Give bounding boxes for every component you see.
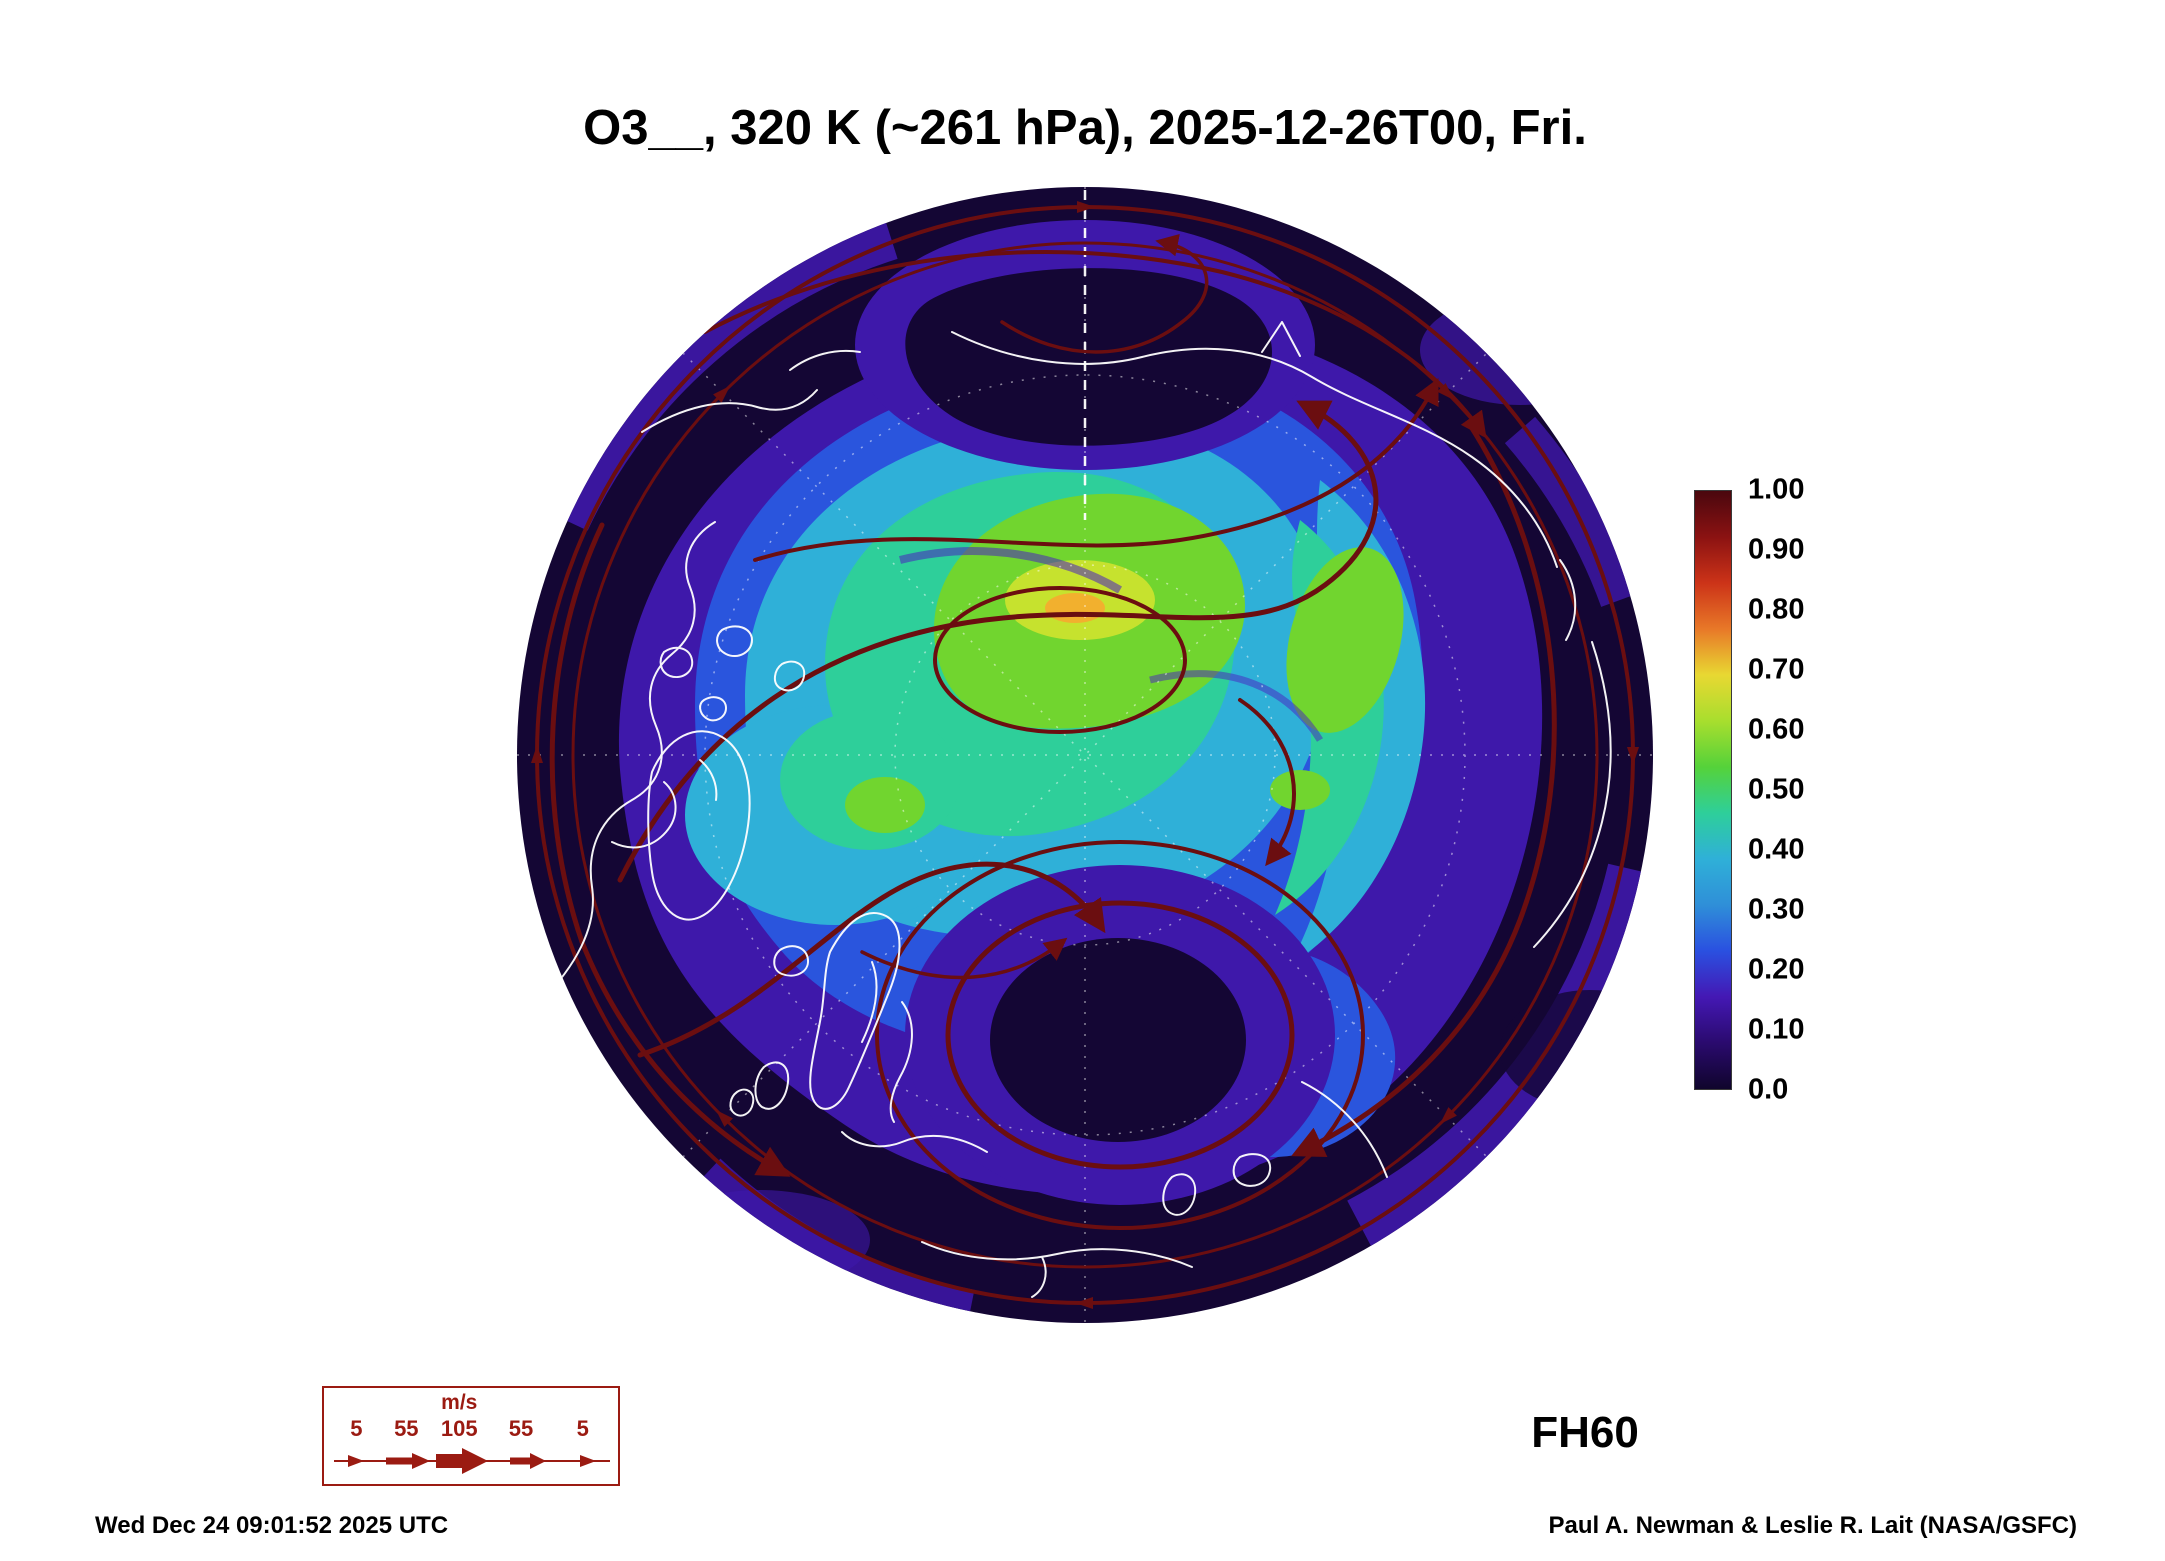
- wind-legend-unit: m/s: [441, 1391, 478, 1414]
- wind-speed-arrow-icon: [334, 1448, 610, 1474]
- wind-legend-value: 5: [350, 1416, 363, 1441]
- colorbar-tick: 0.70: [1748, 653, 1805, 686]
- colorbar-ticks: 1.00 0.90 0.80 0.70 0.60 0.50 0.40 0.30 …: [1748, 474, 1868, 1106]
- colorbar-tick: 0.10: [1748, 1013, 1805, 1046]
- colorbar-tick: 1.00: [1748, 473, 1805, 506]
- wind-legend-value: 105: [440, 1416, 478, 1441]
- colorbar-tick: 0.20: [1748, 953, 1805, 986]
- coastlines: [539, 321, 1612, 1298]
- wind-legend-value: 55: [394, 1416, 419, 1441]
- colorbar-tick: 0.60: [1748, 713, 1805, 746]
- graticule: [517, 187, 1653, 1323]
- colorbar-tick: 0.30: [1748, 893, 1805, 926]
- wind-streamlines: [531, 201, 1639, 1309]
- wind-speed-legend: m/s 5 55 105 55 5: [322, 1386, 620, 1486]
- generation-timestamp: Wed Dec 24 09:01:52 2025 UTC: [95, 1512, 449, 1539]
- colorbar-tick: 0.40: [1748, 833, 1805, 866]
- credit-label: Paul A. Newman & Leslie R. Lait (NASA/GS…: [1548, 1512, 2077, 1539]
- colorbar-tick: 0.50: [1748, 773, 1805, 806]
- colorbar-tick: 0.0: [1748, 1073, 1789, 1106]
- ozone-field: [517, 187, 1653, 1323]
- wind-legend-value: 5: [576, 1416, 589, 1441]
- colorbar-tick: 0.90: [1748, 533, 1805, 566]
- forecast-hour-label: FH60: [1531, 1408, 1639, 1457]
- plot-title: O3__, 320 K (~261 hPa), 2025-12-26T00, F…: [583, 101, 1587, 155]
- colorbar-gradient: [1694, 490, 1732, 1090]
- wind-legend-value: 55: [508, 1416, 534, 1441]
- colorbar-tick: 0.80: [1748, 593, 1805, 626]
